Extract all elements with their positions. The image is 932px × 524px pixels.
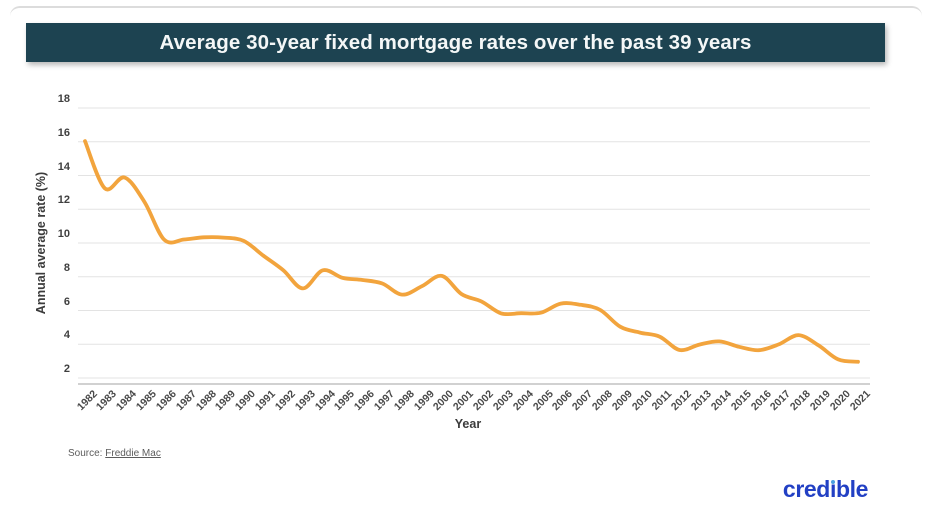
x-tick-label: 2011 xyxy=(649,388,675,413)
x-tick-label: 2008 xyxy=(589,388,615,414)
x-tick-label: 1982 xyxy=(74,388,100,414)
y-tick-label: 10 xyxy=(57,228,70,240)
x-tick-label: 2009 xyxy=(609,388,635,414)
x-tick-label: 1999 xyxy=(411,388,437,414)
card-top-edge xyxy=(10,6,922,22)
x-tick-label: 2018 xyxy=(788,388,814,414)
x-tick-label: 2021 xyxy=(847,388,873,414)
y-tick-label: 16 xyxy=(57,126,70,139)
x-tick-label: 1983 xyxy=(94,388,120,414)
y-tick-label: 18 xyxy=(57,93,70,105)
x-tick-label: 1992 xyxy=(272,388,298,414)
x-tick-label: 2003 xyxy=(490,388,516,414)
y-tick-label: 12 xyxy=(57,194,70,207)
x-tick-label: 1994 xyxy=(312,388,338,414)
source-link[interactable]: Freddie Mac xyxy=(105,448,161,459)
credible-logo: credı ble xyxy=(782,476,868,502)
x-tick-label: 1985 xyxy=(133,388,159,414)
logo-letter-i: ı xyxy=(829,476,836,502)
title-banner: Average 30-year fixed mortgage rates ove… xyxy=(26,23,885,62)
x-tick-label: 1991 xyxy=(252,388,278,414)
x-tick-label: 1995 xyxy=(332,388,358,414)
x-tick-label: 1987 xyxy=(173,388,199,414)
x-tick-label: 1990 xyxy=(233,388,259,414)
y-tick-label: 4 xyxy=(63,329,70,342)
x-tick-label: 2007 xyxy=(569,388,596,414)
y-tick-label: 8 xyxy=(63,261,70,274)
x-tick-label: 1984 xyxy=(114,388,140,414)
x-tick-label: 2012 xyxy=(669,388,695,414)
y-tick-label: 6 xyxy=(63,295,70,308)
x-tick-label: 2015 xyxy=(728,388,754,414)
x-tick-label: 2001 xyxy=(451,388,477,414)
x-tick-label: 2014 xyxy=(708,388,734,414)
y-tick-label: 14 xyxy=(57,160,70,173)
x-tick-label: 2000 xyxy=(431,388,457,414)
x-tick-label: 1986 xyxy=(153,388,179,414)
logo-i-dot xyxy=(830,479,835,484)
x-tick-label: 1998 xyxy=(391,388,417,414)
source-note: Source: Freddie Mac xyxy=(68,448,161,459)
x-tick-label: 2019 xyxy=(807,388,833,414)
x-tick-label: 2006 xyxy=(550,388,576,414)
source-label: Source: xyxy=(68,448,103,459)
x-tick-label: 2017 xyxy=(768,388,794,414)
y-axis-title: Annual average rate (%) xyxy=(34,171,48,315)
x-tick-label: 1996 xyxy=(351,388,377,414)
chart-title: Average 30-year fixed mortgage rates ove… xyxy=(159,30,752,54)
x-tick-label: 1988 xyxy=(193,388,219,414)
x-tick-label: 2016 xyxy=(748,388,774,414)
x-tick-label: 2005 xyxy=(530,388,556,414)
x-tick-label: 1993 xyxy=(292,388,318,414)
x-tick-label: 2010 xyxy=(629,388,655,414)
x-tick-label: 2013 xyxy=(688,388,714,414)
x-tick-label: 2020 xyxy=(827,388,853,414)
x-axis-title: Year xyxy=(454,417,482,431)
mortgage-rate-line xyxy=(83,139,860,364)
x-tick-label: 1997 xyxy=(371,388,397,414)
x-tick-label: 1989 xyxy=(213,388,239,414)
x-tick-label: 2002 xyxy=(470,388,496,414)
x-tick-label: 2004 xyxy=(510,388,536,414)
y-tick-label: 2 xyxy=(63,363,70,375)
